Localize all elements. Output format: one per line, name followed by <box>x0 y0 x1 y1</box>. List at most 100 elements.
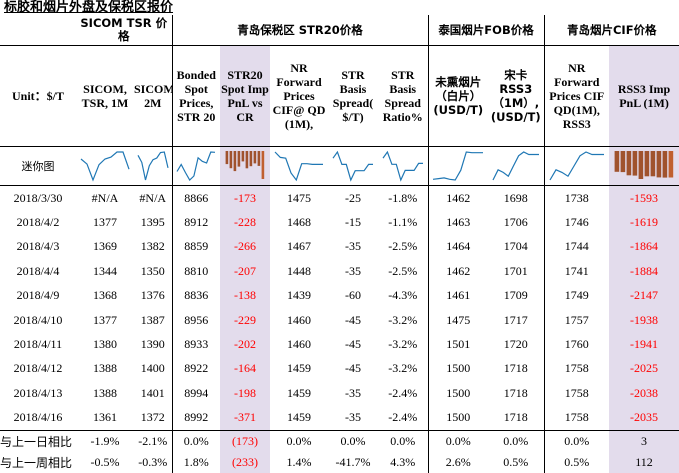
rss3-pnl-cell: -1619 <box>609 210 679 235</box>
rss3-pnl-cell: -1864 <box>609 234 679 260</box>
group-thai-fob: 泰国烟片FOB价格 <box>427 15 545 46</box>
nr-forward-rss3-cell: 1760 <box>543 332 610 357</box>
str20-pnl-cell: (173) <box>220 429 270 452</box>
str-ratio-cell: -3.2% <box>388 312 418 327</box>
str-spread-cell: -45 <box>345 361 361 376</box>
sparkline-series <box>433 151 484 181</box>
sparkline-bar <box>644 151 650 177</box>
str-spread-cell: -41.7% <box>335 454 371 469</box>
date-cell: 2018/4/10 <box>13 312 63 327</box>
str-ratio-cell: 4.3% <box>390 454 416 469</box>
str-spread-cell: -35 <box>345 385 361 400</box>
sparkline-bar <box>638 151 644 179</box>
date-cell: 2018/4/2 <box>16 215 60 230</box>
nr-forward-cell: 1459 <box>287 361 311 376</box>
white-sheet-cell: 2.6% <box>427 451 489 473</box>
white-sheet-cell: 1501 <box>427 332 489 357</box>
column-header-row: Unit：$/T SICOM, TSR, 1M SICOM,TSR, 2M Bo… <box>0 45 679 147</box>
rss3-pnl-cell: -2147 <box>609 283 679 308</box>
table-row: 2018/4/12 1388 1400 8922 -164 1459 -45 -3.2% 150… <box>0 356 679 382</box>
table-row: 2018/4/4 1344 1350 8810 -207 1448 -35 -2.5% 1462… <box>0 259 679 284</box>
nr-forward-rss3-cell: 1741 <box>543 259 610 284</box>
rss3-pnl-cell: 112 <box>609 451 679 473</box>
songkhla-rss3-cell: 0.0% <box>488 429 545 452</box>
str-ratio-cell: -1.8% <box>388 190 418 205</box>
str-spread-cell: -35 <box>345 239 361 254</box>
table-row: 2018/4/3 1369 1382 8859 -266 1467 -35 -2.5% 1464… <box>0 234 679 260</box>
bonded-spot-cell: 8956 <box>171 307 220 333</box>
nr-forward-rss3-cell: 1758 <box>543 356 610 382</box>
songkhla-rss3-cell: 1704 <box>503 239 528 254</box>
group-header-row: SICOM TSR 价格 青岛保税区 STR20价格 泰国烟片FOB价格 青岛烟… <box>0 15 679 46</box>
sparkline-bar <box>650 151 656 177</box>
sparkline-c5 <box>270 146 328 186</box>
sparkline-bar <box>620 151 626 173</box>
sicom-2m-cell: 1401 <box>140 385 165 400</box>
sicom-1m-cell: 1361 <box>93 410 117 425</box>
date-cell: 2018/4/4 <box>16 263 60 278</box>
songkhla-rss3-cell: 0.5% <box>503 454 529 469</box>
sparkline-bar <box>656 151 662 178</box>
sparkline-bar <box>241 151 245 162</box>
sicom-1m-cell: 1380 <box>93 337 117 352</box>
sparkline-bar <box>632 151 638 176</box>
date-cell: 2018/4/3 <box>16 239 60 254</box>
nr-forward-rss3-cell: 0.0% <box>543 429 610 452</box>
table-row: 2018/4/13 1388 1401 8994 -198 1459 -35 -2.4% 150… <box>0 381 679 406</box>
str-spread-cell: -35 <box>345 263 361 278</box>
comparison-row: 与上一日相比 -1.9% -2.1% 0.0% (173) 0.0% 0.0% 0.0% 0.0… <box>0 429 679 452</box>
sicom-2m-cell: 1350 <box>140 263 165 278</box>
sparkline-bar <box>229 151 233 169</box>
rss3-pnl-header: RSS3 Imp PnL (1M) <box>609 45 679 147</box>
sicom-1m-cell: 1388 <box>93 385 117 400</box>
songkhla-rss3-cell: 1718 <box>503 361 528 376</box>
str-spread-cell: 0.0% <box>328 429 378 452</box>
bonded-spot-cell: 8994 <box>171 381 220 406</box>
bonded-spot-cell: 8922 <box>171 356 220 382</box>
str-spread-cell: -15 <box>345 215 361 230</box>
songkhla-rss3-cell: 1720 <box>503 337 528 352</box>
sparkline-series <box>382 150 423 182</box>
nr-forward-rss3-cell: 1738 <box>543 185 610 211</box>
sicom-2m-cell: -0.3% <box>138 454 168 469</box>
str-ratio-cell: -1.1% <box>388 215 418 230</box>
str-ratio-cell: -2.4% <box>388 410 418 425</box>
white-sheet-cell: 1500 <box>427 356 489 382</box>
rss3-pnl-cell: -1941 <box>609 332 679 357</box>
sicom-1m-cell: 1388 <box>93 361 117 376</box>
sparkline-bar <box>668 151 674 178</box>
str20-pnl-cell: -173 <box>220 185 270 211</box>
sparkline-series <box>80 151 130 182</box>
songkhla-rss3-cell: 1701 <box>503 263 528 278</box>
sicom-2m-cell: 1390 <box>140 337 165 352</box>
sicom-2m-cell: 1387 <box>140 312 165 327</box>
sicom-2m-cell: 1382 <box>140 239 165 254</box>
bonded-spot-cell: 8866 <box>171 185 220 211</box>
comparison-row: 与上一周相比 -0.5% -0.3% 1.8% (233) 1.4% -41.7% 4.3% 2… <box>0 451 679 473</box>
bonded-spot-cell: 8859 <box>171 234 220 260</box>
white-sheet-cell: 1475 <box>427 307 489 333</box>
nr-forward-rss3-cell: 1746 <box>543 210 610 235</box>
group-spacer <box>0 15 76 46</box>
nr-forward-rss3-cell: 1744 <box>543 234 610 260</box>
sparkline-bar <box>233 151 237 172</box>
rss3-pnl-cell: -1593 <box>609 185 679 211</box>
white-sheet-cell: 1500 <box>427 381 489 406</box>
nr-forward-rss3-cell: 1757 <box>543 307 610 333</box>
table-row: 2018/3/30 #N/A #N/A 8866 -173 1475 -25 -1.8% 146… <box>0 185 679 211</box>
sparkline-bar <box>237 151 241 167</box>
group-sicom: SICOM TSR 价格 <box>76 15 172 46</box>
str-ratio-cell: 0.0% <box>378 429 429 452</box>
sicom-1m-cell: -0.5% <box>90 454 120 469</box>
sicom-1m-cell: #N/A <box>91 190 119 205</box>
sparkline-row: 迷你图 <box>0 146 679 186</box>
nr-forward-rss3-cell: 0.5% <box>543 451 610 473</box>
str20-pnl-cell: -266 <box>220 234 270 260</box>
songkhla-rss3-cell: 1706 <box>503 215 528 230</box>
str20-pnl-cell: -164 <box>220 356 270 382</box>
nr-forward-cell: 1467 <box>287 239 311 254</box>
sparkline-series <box>332 150 373 182</box>
str-ratio-cell: -2.4% <box>388 385 418 400</box>
date-cell: 2018/3/30 <box>13 190 63 205</box>
bonded-spot-header: Bonded Spot Prices, STR 20 <box>171 45 220 147</box>
